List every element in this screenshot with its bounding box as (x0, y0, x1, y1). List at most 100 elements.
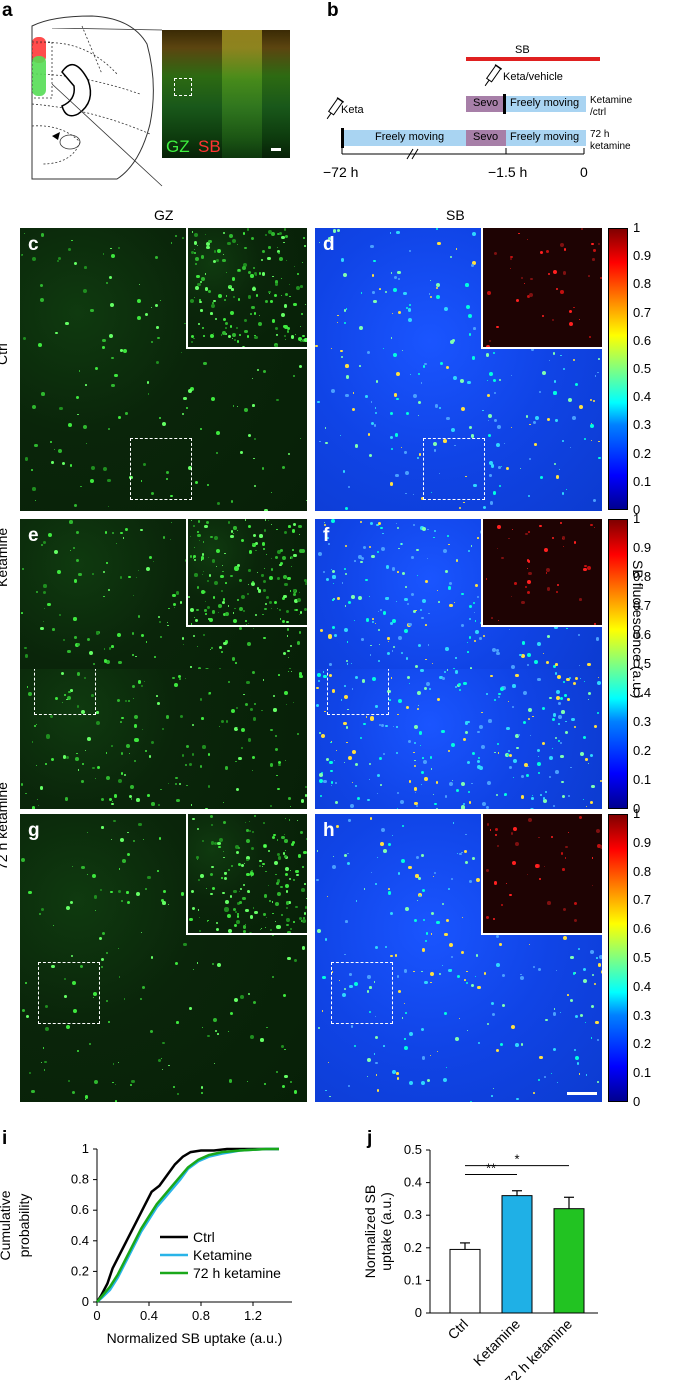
row-label-ketamine: Ketamine (0, 527, 10, 587)
legend-label: Ctrl (193, 1229, 215, 1245)
sb-bar-label: SB (515, 44, 530, 56)
colorbar-tick-label: 0.8 (633, 863, 652, 879)
inset-sb-ketamine (481, 519, 602, 627)
micrograph-sb-ketamine: f (315, 519, 602, 669)
colorbar-tick-label: 0.5 (633, 361, 652, 376)
y-tick-label: 0.8 (71, 1172, 89, 1187)
colorbar-tick-label: 0.8 (633, 276, 652, 292)
x-tick-label: 0.4 (140, 1308, 158, 1323)
colorbar-title: SB fluorescence (a.u.) (630, 560, 646, 699)
y-axis-label: Cumulative (0, 1190, 13, 1260)
row2-label-1: 72 h (590, 129, 610, 140)
panel-letter-j: j (367, 1128, 373, 1149)
roi-box-gz-ketamine (34, 669, 96, 715)
panel-letter-a: a (2, 0, 13, 21)
syringe-icon (484, 64, 503, 87)
row1-injection-mark (503, 94, 506, 114)
time-tick-mid: −1.5 h (488, 164, 528, 180)
colorbar-tick-label: 0.8 (633, 569, 652, 584)
time-tick-end: 0 (580, 164, 588, 180)
row1-sevo-label: Sevo (473, 97, 499, 109)
y-tick-label: 0.3 (404, 1207, 422, 1222)
colorbar-tick-label: 1 (633, 220, 641, 235)
panel-letter-d: d (323, 234, 335, 255)
inset-gz-ctrl (186, 228, 307, 349)
row1-sevo-block (466, 96, 506, 112)
colorbar-tick-label: 0.9 (633, 248, 652, 264)
cdf-line-72-h-ketamine (96, 1147, 279, 1303)
row2-freely-label-2: Freely moving (510, 131, 580, 143)
colorbar-tick-label: 0.9 (633, 834, 652, 850)
panel-letter-i: i (2, 1128, 8, 1149)
colorbar-tick-label: 0.4 (633, 389, 652, 405)
row1-label-1: Ketamine (590, 95, 633, 106)
colorbar-tick-label: 0.3 (633, 714, 652, 729)
row2-label-2: ketamine (590, 141, 631, 152)
y-tick-label: 0.6 (71, 1202, 89, 1217)
brain-section-diagram (31, 15, 154, 180)
roi-box-sb-ketamine (327, 669, 389, 715)
overview-roi-box (174, 78, 192, 96)
colorbar-tick-label: 0.7 (633, 304, 652, 320)
colorbar-tick-label: 0.3 (633, 1007, 652, 1023)
colorbar-tick-label: 0.5 (633, 656, 652, 671)
micrograph-sb-ctrl: d (315, 228, 602, 511)
scale-bar-sb (567, 1092, 597, 1095)
timeline-axis (341, 148, 585, 160)
colorbar-tick-label: 0.1 (633, 1065, 652, 1081)
sb-bar (466, 57, 600, 61)
bar-ctrl (449, 1248, 481, 1314)
colorbar-tick-label: 0.1 (633, 473, 652, 489)
cumulative-probability-chart: 0 0.4 0.8 1.2 0 0.2 0.4 0.6 0.8 1 Ctrl Ketamine 72 h… (0, 1141, 292, 1346)
legend-label: Ketamine (193, 1247, 252, 1263)
y-tick-label: 1 (82, 1141, 89, 1156)
y-axis-label: Normalized SB (362, 1185, 378, 1278)
colorbar-tick-label: 0.6 (633, 332, 652, 348)
x-axis-label: Normalized SB uptake (a.u.) (107, 1330, 283, 1346)
colorbar-2 (608, 519, 628, 809)
row2-injection-mark (341, 128, 344, 148)
colorbar-tick-label: 0.3 (633, 417, 652, 433)
panel-letter-f: f (323, 525, 330, 546)
significance-label: * (514, 1152, 519, 1167)
x-tick-label: Ctrl (444, 1316, 471, 1343)
column-title-gz: GZ (154, 207, 174, 223)
colorbar-tick-label: 0.1 (633, 772, 652, 787)
row-label-ctrl: Ctrl (0, 343, 10, 365)
x-tick-label: 0 (93, 1308, 100, 1323)
colorbar-tick-label: 0.2 (633, 445, 652, 461)
y-tick-label: 0.1 (404, 1272, 422, 1287)
colorbar-tick-label: 0 (633, 1094, 641, 1109)
zoom-lines (52, 28, 163, 187)
colorbar-tick-label: 0 (633, 801, 641, 816)
colorbar-tick-label: 0.4 (633, 978, 652, 994)
y-tick-label: 0.4 (404, 1175, 422, 1190)
row-label-72h-ketamine: 72 h ketamine (0, 782, 10, 870)
micrograph-gz-72h: g (20, 814, 307, 1102)
syringe-icon-2 (326, 97, 345, 120)
colorbar-tick-label: 0.5 (633, 950, 652, 965)
row2-freely-label-1: Freely moving (375, 131, 445, 143)
column-title-sb: SB (446, 207, 465, 223)
cdf-line-ctrl (95, 1147, 279, 1303)
x-tick-label: 0.8 (192, 1308, 210, 1323)
inset-sb-72h (481, 814, 602, 935)
time-tick-start: −72 h (323, 164, 359, 180)
keta-label: Keta (341, 104, 364, 116)
y-axis-label: uptake (a.u.) (378, 1192, 394, 1271)
label-sb: SB (198, 137, 221, 156)
row1-freely-block (506, 96, 586, 112)
bar-72-h-ketamine (553, 1208, 585, 1314)
y-tick-label: 0.5 (404, 1142, 422, 1157)
label-gz: GZ (166, 137, 190, 156)
roi-box-sb-ctrl (423, 438, 485, 500)
colorbar-tick-label: 1 (633, 806, 641, 821)
row2-freely-block-1 (344, 130, 466, 146)
colorbar-1 (608, 228, 628, 510)
colorbar-tick-label: 0 (633, 502, 641, 517)
y-tick-label: 0 (415, 1305, 422, 1320)
overview-micrograph: GZ SB (162, 30, 290, 158)
roi-box-gz-ctrl (130, 438, 192, 500)
colorbar-tick-label: 0.6 (633, 627, 652, 642)
